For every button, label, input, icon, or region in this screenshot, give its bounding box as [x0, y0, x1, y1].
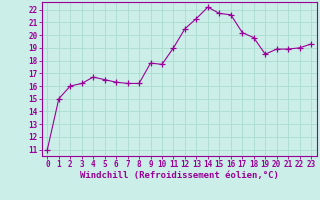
- X-axis label: Windchill (Refroidissement éolien,°C): Windchill (Refroidissement éolien,°C): [80, 171, 279, 180]
